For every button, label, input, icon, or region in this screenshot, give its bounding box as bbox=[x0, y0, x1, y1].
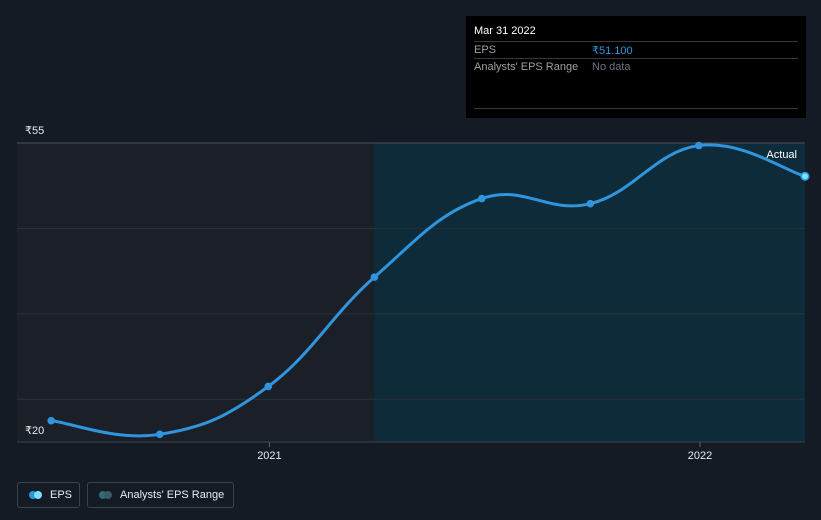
past-band bbox=[17, 143, 375, 442]
legend-eps-dot-b bbox=[34, 491, 42, 499]
eps-point[interactable] bbox=[586, 199, 595, 208]
legend-range-label: Analysts' EPS Range bbox=[120, 489, 225, 501]
eps-line bbox=[49, 143, 807, 438]
x-tick-label: 2022 bbox=[688, 450, 712, 462]
eps-point[interactable] bbox=[47, 416, 56, 425]
legend-range-dot-b bbox=[104, 491, 112, 499]
tooltip-range-value: No data bbox=[592, 61, 631, 73]
eps-point[interactable] bbox=[695, 141, 703, 150]
eps-point[interactable] bbox=[370, 273, 379, 281]
tooltip-range-label: Analysts' EPS Range bbox=[474, 61, 579, 73]
legend-eps[interactable]: EPS bbox=[17, 482, 80, 508]
tooltip-date: Mar 31 2022 bbox=[474, 25, 536, 37]
eps-point[interactable] bbox=[477, 194, 486, 203]
y-tick-label-top: ₹55 bbox=[25, 125, 44, 137]
legend-eps-dot-a bbox=[29, 491, 37, 499]
tooltip-row-eps: EPS ₹51.100 bbox=[474, 41, 798, 59]
y-tick-label-bottom: ₹20 bbox=[25, 425, 44, 437]
forecast-band bbox=[374, 143, 805, 442]
tooltip-row-range: Analysts' EPS Range No data bbox=[474, 58, 798, 76]
x-tick-label: 2021 bbox=[257, 450, 281, 462]
eps-point[interactable] bbox=[800, 171, 810, 181]
eps-points bbox=[47, 141, 810, 439]
tooltip: Mar 31 2022 EPS ₹51.100 Analysts' EPS Ra… bbox=[466, 16, 806, 118]
gridlines bbox=[17, 142, 805, 400]
actual-label: Actual bbox=[766, 149, 797, 161]
eps-point[interactable] bbox=[264, 382, 273, 391]
legend-analysts-range[interactable]: Analysts' EPS Range bbox=[87, 482, 234, 508]
tooltip-divider bbox=[474, 108, 798, 109]
tooltip-eps-value: ₹51.100 bbox=[592, 45, 633, 57]
eps-point[interactable] bbox=[155, 430, 164, 439]
legend-range-dot-a bbox=[99, 491, 107, 499]
tooltip-eps-label: EPS bbox=[474, 44, 497, 56]
x-ticks: 2021 2022 bbox=[257, 442, 712, 462]
legend-eps-label: EPS bbox=[50, 489, 73, 501]
